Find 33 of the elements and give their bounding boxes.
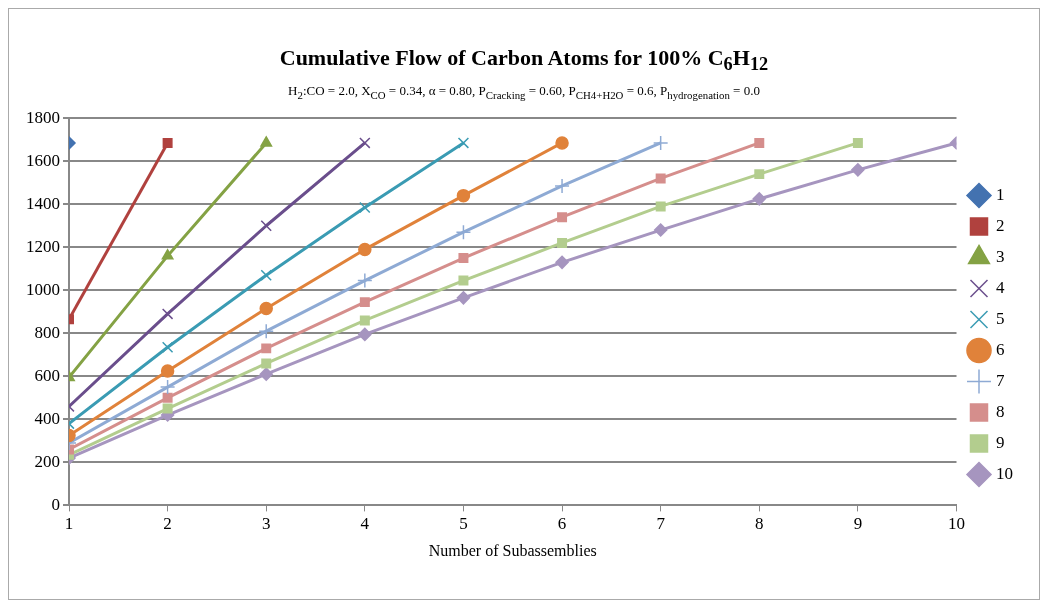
legend-label: 6	[996, 339, 1005, 359]
x-tick-label: 4	[360, 514, 370, 534]
text: H$_{2}$:CO = 2.0, X$_{CO}$ = 0.34, α = 0.80, P$_{Cracking}$ = 0.60, P$_{CH4+H2O}$ = 0.6, P$_{hydrogenation}$ = 0.0	[288, 83, 760, 101]
y-tick-label: 0	[51, 494, 60, 514]
legend-label: 10	[996, 463, 1013, 483]
x-tick-label: 1	[64, 514, 74, 534]
y-tick-label: 600	[34, 365, 60, 385]
legend-label: 5	[996, 308, 1005, 328]
legend-label: 9	[996, 432, 1005, 452]
x-tick-label: 8	[755, 514, 764, 534]
y-tick-label: 1800	[26, 107, 60, 127]
y-tick-label: 800	[34, 322, 60, 342]
x-tick-label: 2	[163, 514, 172, 534]
x-tick-label: 6	[557, 514, 567, 534]
y-tick-label: 1400	[26, 193, 60, 213]
legend-label: 2	[996, 215, 1005, 235]
x-tick-label: 3	[261, 514, 271, 534]
legend-label: 1	[996, 184, 1005, 204]
chart-title: Cumulative Flow of Carbon Atoms for 100% C$_{6}$H$_{12}$	[278, 45, 770, 76]
x-tick-label: 10	[948, 514, 965, 534]
y-tick-label: 200	[34, 451, 60, 471]
legend-label: 8	[996, 401, 1005, 421]
y-tick-label: 400	[34, 408, 60, 428]
y-tick-label: 1600	[26, 150, 60, 170]
x-axis-title: Number of Subassemblies	[428, 541, 597, 559]
legend-label: 3	[996, 246, 1005, 266]
y-tick-label: 1000	[26, 279, 60, 299]
y-tick-label: 1200	[26, 236, 60, 256]
x-tick-label: 7	[656, 514, 666, 534]
x-tick-label: 9	[853, 514, 863, 534]
legend-label: 7	[996, 370, 1005, 390]
legend-label: 4	[996, 277, 1005, 297]
x-tick-label: 5	[459, 514, 468, 534]
